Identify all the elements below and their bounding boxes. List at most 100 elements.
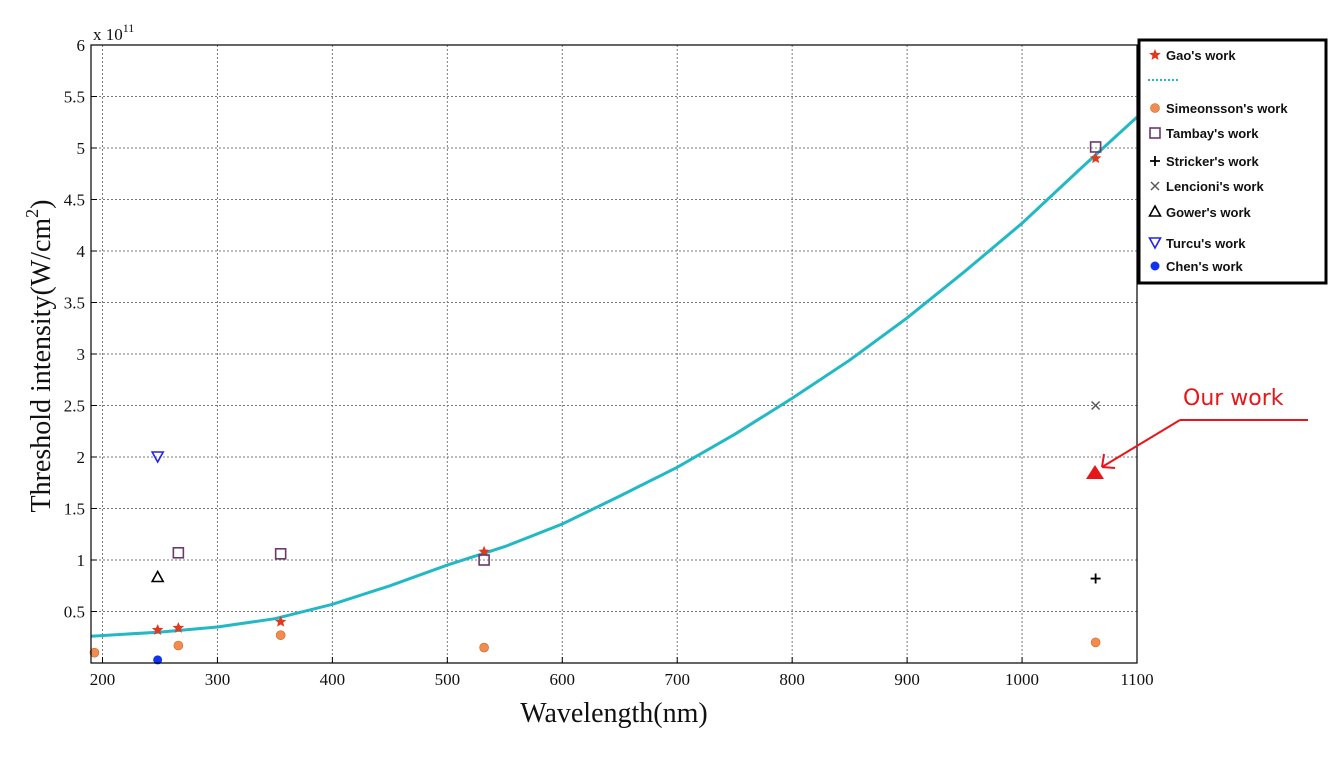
square-shape: [274, 548, 287, 560]
circle-shape: [1090, 637, 1101, 648]
data-point: [1090, 637, 1101, 648]
star-shape: [1149, 48, 1161, 60]
y-axis-label: Threshold intensity(W/cm2): [22, 199, 57, 512]
square-shape: [478, 554, 490, 566]
legend-marker: [1150, 156, 1160, 166]
fit-curve-line: [90, 115, 1139, 638]
y-tick-label: 1: [77, 551, 86, 570]
data-point: [1091, 401, 1101, 410]
square-shape: [1089, 141, 1102, 153]
plus-shape: [1150, 156, 1160, 166]
data-point: [478, 545, 490, 557]
legend-marker: [1149, 48, 1161, 60]
our-work-annotation: Our work: [1086, 386, 1308, 479]
annotation-triangle-marker: [1086, 465, 1104, 479]
circle-shape: [275, 630, 286, 640]
filled-circle-shape: [1150, 261, 1160, 271]
x-tick-label: 900: [894, 670, 920, 689]
square-shape: [172, 546, 185, 559]
y-tick-label: 3.5: [64, 294, 85, 313]
star-shape: [172, 621, 185, 633]
legend-label: Simeonsson's work: [1166, 101, 1288, 116]
x-axis-label: Wavelength(nm): [520, 698, 707, 729]
x-tick-label: 300: [205, 670, 231, 689]
x-tick-label: 400: [320, 670, 346, 689]
data-point: [172, 546, 185, 559]
legend-marker: [1150, 103, 1160, 113]
data-point: [150, 569, 165, 583]
annotation-arrow-head: [1101, 453, 1116, 469]
star-shape: [274, 615, 287, 627]
x-tick-label: 800: [779, 670, 805, 689]
plus-shape: [1090, 573, 1101, 584]
y-tick-label: 1.5: [64, 500, 85, 519]
y-tick-label: 4: [77, 242, 86, 261]
square-shape: [1149, 127, 1161, 139]
x-tick-label: 1000: [1005, 670, 1039, 689]
x-tick-label: 200: [90, 670, 116, 689]
data-point: [151, 623, 164, 635]
cross-shape: [1091, 401, 1101, 410]
data-point: [1089, 141, 1102, 153]
legend: Gao's work Simeonsson's work Tambay's work…: [1137, 38, 1328, 285]
y-tick-label: 6: [77, 36, 86, 55]
annotation-text: Our work: [1183, 386, 1284, 411]
triangle-up-shape: [150, 569, 165, 583]
x-tick-label: 700: [664, 670, 690, 689]
x-tick-label: 1100: [1120, 670, 1153, 689]
data-point: [478, 554, 490, 566]
star-shape: [478, 545, 490, 557]
legend-label: Lencioni's work: [1166, 179, 1264, 194]
star-shape: [1089, 152, 1102, 164]
data-point: [89, 647, 100, 658]
circle-shape: [89, 647, 100, 658]
triangle-down-shape: [1148, 237, 1162, 250]
data-point: [153, 655, 163, 665]
legend-label: Chen's work: [1166, 259, 1244, 274]
x-tick-label: 500: [435, 670, 461, 689]
grid-layer: [91, 44, 1138, 663]
triangle-down-shape: [150, 451, 165, 464]
legend-marker: [1148, 237, 1162, 250]
y-tick-label: 5.5: [64, 88, 85, 107]
y-tick-label: 2.5: [64, 397, 85, 416]
fit-curve-layer: [90, 115, 1139, 638]
data-point: [479, 642, 489, 653]
data-point: [274, 548, 287, 560]
data-point: [172, 621, 185, 633]
tick-layer: 200 300 400 500 600 700 800 900 1000 1100 0.5 1 1.5 2…: [64, 36, 1154, 689]
circle-shape: [479, 642, 489, 653]
legend-label: Gao's work: [1166, 48, 1236, 63]
data-point: [1090, 573, 1101, 584]
y-tick-label: 2: [77, 448, 86, 467]
circle-shape: [173, 640, 184, 651]
marker-layer: [89, 141, 1102, 665]
data-point: [275, 630, 286, 640]
legend-marker: [1150, 181, 1160, 191]
star-shape: [151, 623, 164, 635]
legend-label: Gower's work: [1166, 205, 1251, 220]
y-tick-label: 4.5: [64, 191, 85, 210]
y-multiplier: x 1011: [93, 21, 134, 44]
data-point: [173, 640, 184, 651]
data-point: [1089, 152, 1102, 164]
legend-label: Tambay's work: [1166, 126, 1259, 141]
data-point: [274, 615, 287, 627]
y-tick-label: 5: [77, 139, 86, 158]
cross-shape: [1150, 181, 1160, 191]
filled-circle-shape: [153, 655, 163, 665]
legend-box: [1137, 38, 1328, 285]
triangle-up-shape: [1148, 204, 1162, 217]
legend-marker: [1149, 127, 1161, 139]
annotation-arrow-shaft: [1101, 419, 1181, 468]
legend-marker: [1150, 261, 1160, 271]
legend-label: Stricker's work: [1166, 154, 1259, 169]
data-point: [150, 451, 165, 464]
y-tick-label: 3: [77, 345, 86, 364]
x-tick-label: 600: [550, 670, 576, 689]
circle-shape: [1150, 103, 1160, 113]
legend-marker: [1148, 204, 1162, 217]
y-tick-label: 0.5: [64, 603, 85, 622]
legend-label: Turcu's work: [1166, 236, 1246, 251]
